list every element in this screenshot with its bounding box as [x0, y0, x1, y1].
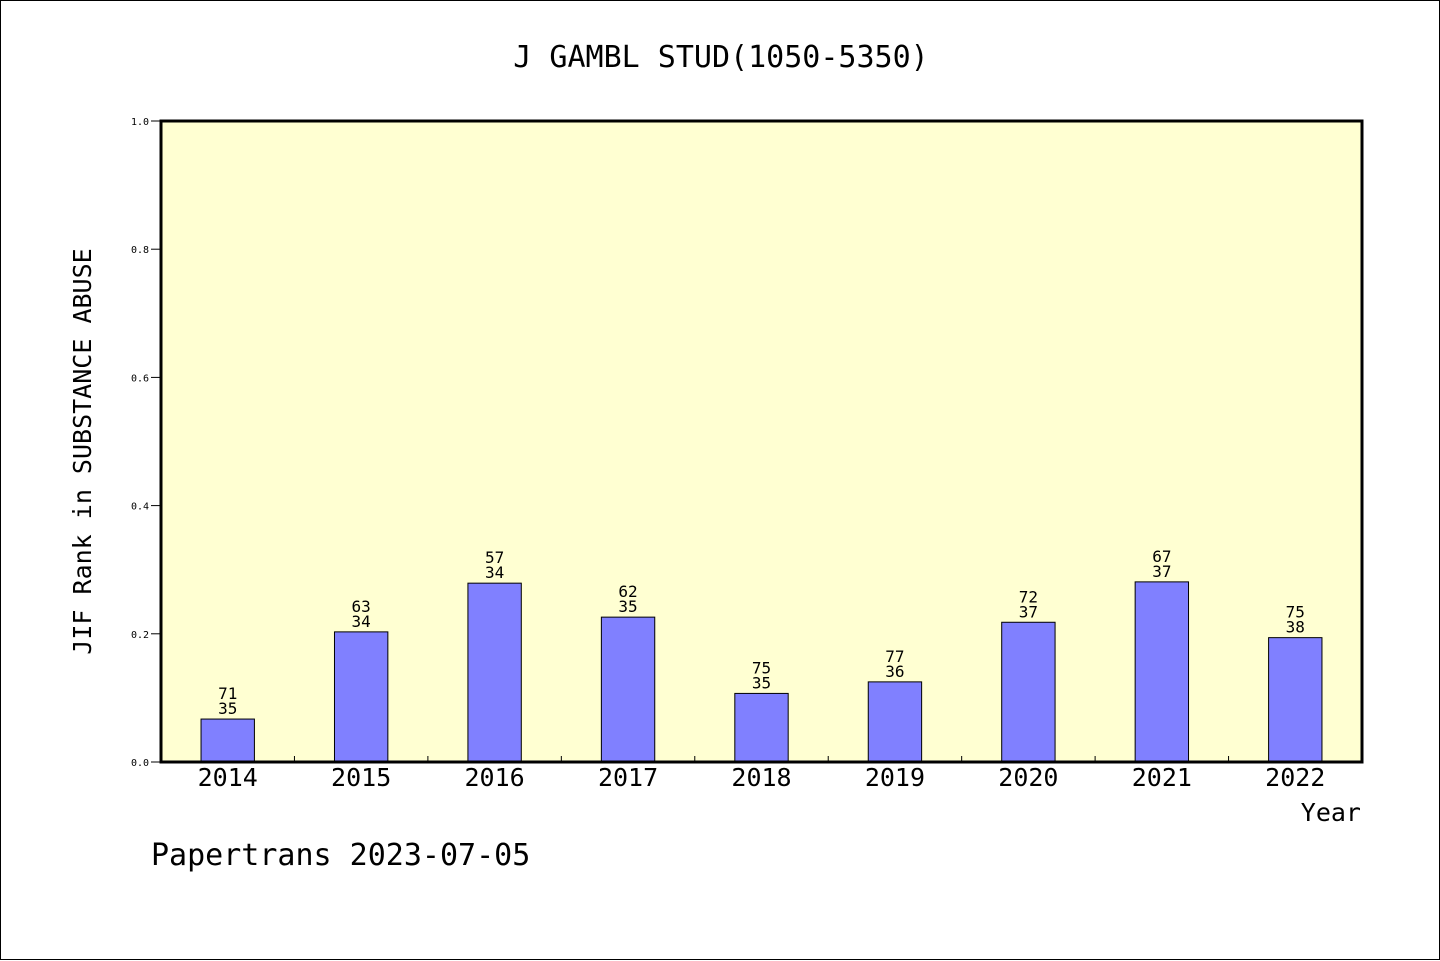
bar-label-total: 67 [1152, 547, 1171, 566]
y-axis-label: JIF Rank in SUBSTANCE ABUSE [68, 248, 97, 654]
bar-label-total: 72 [1019, 587, 1038, 606]
plot-frame [159, 119, 1364, 764]
bar-2019 [867, 681, 923, 763]
y-tick-label: 0.4 [131, 502, 149, 513]
x-tick-label: 2020 [998, 763, 1058, 792]
x-tick-label: 2022 [1265, 763, 1325, 792]
bar-label-rank: 34 [352, 612, 371, 631]
x-axis-label: Year [1301, 798, 1361, 827]
bar-label-rank: 34 [485, 563, 504, 582]
bar-2015 [333, 631, 389, 763]
footer-credit: Papertrans 2023-07-05 [151, 838, 530, 873]
bar-2021 [1134, 581, 1190, 763]
bar-2017 [600, 616, 656, 763]
bar-label-total: 75 [752, 658, 771, 677]
bar-label-rank: 38 [1286, 618, 1305, 637]
y-tick-label: 1.0 [131, 117, 149, 128]
bar-2014 [200, 718, 255, 763]
y-tick-label: 0.8 [131, 245, 149, 256]
bar-label-rank: 37 [1019, 602, 1038, 621]
bar-label-total: 62 [618, 582, 637, 601]
bar-2022 [1268, 637, 1323, 763]
x-tick-label: 2018 [731, 763, 791, 792]
x-tick-label: 2021 [1132, 763, 1192, 792]
bar-label-total: 71 [218, 684, 237, 703]
y-tick-label: 0.2 [131, 630, 149, 641]
chart-title: J GAMBL STUD(1050-5350) [513, 40, 928, 75]
x-tick-label: 2015 [331, 763, 391, 792]
bar-label-rank: 35 [752, 673, 771, 692]
bar-label-rank: 35 [618, 597, 637, 616]
x-tick-label: 2017 [598, 763, 658, 792]
bar-2020 [1001, 621, 1056, 763]
bar-label-rank: 37 [1152, 562, 1171, 581]
bar-2018 [734, 692, 789, 763]
bar-label-total: 75 [1286, 603, 1305, 622]
bar-label-total: 57 [485, 548, 504, 567]
x-tick-label: 2019 [865, 763, 925, 792]
y-tick-label: 0.0 [131, 758, 149, 769]
x-tick-label: 2014 [198, 763, 258, 792]
bar-2016 [467, 582, 522, 763]
bar-label-total: 77 [885, 647, 904, 666]
bar-label-total: 63 [352, 597, 371, 616]
x-tick-label: 2016 [465, 763, 525, 792]
bar-label-rank: 36 [885, 662, 904, 681]
bar-label-rank: 35 [218, 699, 237, 718]
y-tick-label: 0.6 [131, 373, 149, 384]
